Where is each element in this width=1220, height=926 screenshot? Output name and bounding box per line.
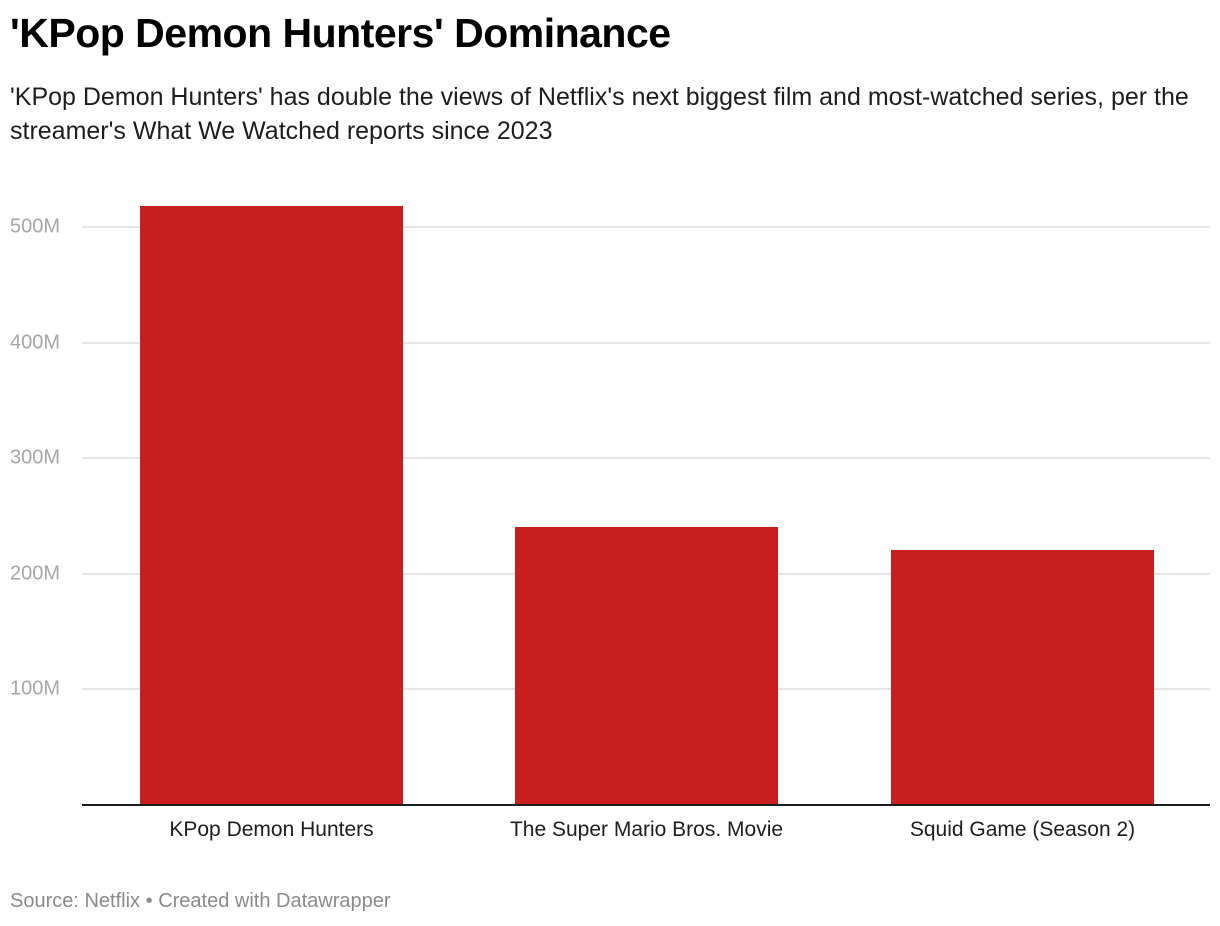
y-axis-tick-label: 300M xyxy=(10,446,61,469)
chart-title: 'KPop Demon Hunters' Dominance xyxy=(10,10,671,56)
y-axis-tick-label: 400M xyxy=(10,331,61,354)
bar-squid-game-season-2 xyxy=(891,550,1154,805)
gridline xyxy=(82,341,1210,344)
bar-kpop-demon-hunters xyxy=(140,206,403,805)
source-note: Source: Netflix xyxy=(10,890,141,912)
bar-the-super-mario-bros-movie xyxy=(515,526,778,805)
x-axis-category-label: KPop Demon Hunters xyxy=(169,818,374,841)
separator-dot: • xyxy=(145,890,153,912)
gridline xyxy=(82,457,1210,460)
chart-footer: Source: Netflix • Created with Datawrapp… xyxy=(10,890,391,913)
x-axis-category-label: Squid Game (Season 2) xyxy=(909,818,1136,841)
x-axis-baseline xyxy=(82,804,1210,806)
gridline xyxy=(82,226,1210,228)
y-axis-tick-label: 100M xyxy=(10,677,61,700)
x-axis-category-label: The Super Mario Bros. Movie xyxy=(509,818,784,841)
y-axis-tick-label: 200M xyxy=(10,562,61,585)
y-axis-tick-label: 500M xyxy=(10,215,61,238)
credit-note: Created with Datawrapper xyxy=(158,890,391,912)
chart-subtitle: 'KPop Demon Hunters' has double the view… xyxy=(10,83,1189,145)
